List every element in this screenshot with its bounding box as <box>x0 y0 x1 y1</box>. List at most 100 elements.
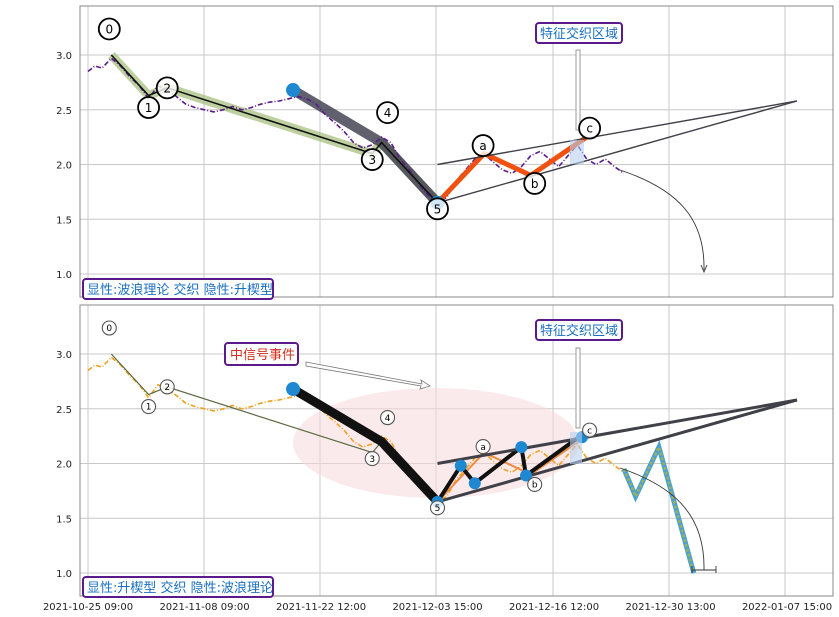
wave-label-circle <box>155 76 179 100</box>
bottom-y-ticks: 1.0 1.5 2.0 2.5 3.0 <box>56 350 72 580</box>
zone-pointer <box>575 49 581 131</box>
x-tick-label: 2021-12-30 13:00 <box>625 602 715 613</box>
bottom-pattern-badge-box <box>82 576 274 598</box>
wedge-upper-line <box>437 398 798 465</box>
x-tick-label: 2022-01-07 15:00 <box>742 602 832 613</box>
zone-marker <box>570 140 584 164</box>
wave-label-circle <box>527 476 543 493</box>
wave-label: 4 <box>385 414 391 424</box>
top-y-ticks: 1.0 1.5 2.0 2.5 3.0 <box>56 51 72 281</box>
x-tick-label: 2021-12-03 15:00 <box>392 602 482 613</box>
bottom-zone-label: 特征交织区域 <box>540 323 618 339</box>
target-bracket <box>691 566 717 573</box>
wave-label-circle <box>97 17 121 41</box>
top-plot-area <box>80 6 833 297</box>
y-tick-label: 1.0 <box>56 270 72 281</box>
wave-label-circle <box>475 438 491 455</box>
top-grid <box>80 6 833 297</box>
y-tick-label: 1.5 <box>56 215 72 226</box>
y-tick-label: 3.0 <box>56 350 72 361</box>
wave-label: 4 <box>384 106 392 120</box>
signal-badge: 中信号事件 <box>224 342 299 366</box>
y-tick-label: 3.0 <box>56 51 72 62</box>
wave-node <box>286 382 301 397</box>
bottom-pattern-badge: 显性:升楔型 交织 隐性:波浪理论 <box>82 576 274 598</box>
y-tick-label: 2.0 <box>56 161 72 172</box>
wave-label: 5 <box>434 202 442 216</box>
top-content: 0 12 3 4 5 a b c <box>87 17 798 274</box>
top-pattern-label: 显性:波浪理论 交织 隐性:升楔型 <box>87 282 273 298</box>
bottom-zone-badge-box <box>535 319 623 341</box>
signal-arrow <box>305 361 431 390</box>
wave-label: 1 <box>145 101 153 115</box>
top-zone-badge-box <box>535 22 623 44</box>
wave-label-circle <box>426 197 449 221</box>
wave-label: 2 <box>163 81 171 95</box>
wave-label-circle <box>471 134 495 157</box>
y-tick-label: 2.5 <box>56 405 72 416</box>
bottom-panel: 1.0 1.5 2.0 2.5 3.0 0 1 2 3 4 5 a b c <box>56 304 834 597</box>
bottom-content: 0 1 2 3 4 5 a b c <box>87 320 798 574</box>
wave-label: 5 <box>435 504 441 514</box>
wave-label-circle <box>582 422 598 438</box>
impulse-wave-line <box>110 54 439 204</box>
wedge-lower-line <box>437 100 798 204</box>
curved-arrow <box>619 467 705 571</box>
wave-label: 0 <box>105 23 113 37</box>
curved-arrow <box>619 169 705 271</box>
correction-wave <box>435 135 589 205</box>
wedge-upper-line <box>437 100 798 166</box>
wedge-lower-line <box>437 398 798 504</box>
wave-label-circle <box>578 116 602 140</box>
x-tick-label: 2021-11-22 12:00 <box>276 602 366 613</box>
price-series <box>87 356 625 503</box>
curved-arrow-head <box>700 264 708 274</box>
top-panel: 1.0 1.5 2.0 2.5 3.0 0 12 3 4 5 a b c <box>56 5 834 298</box>
wave-label-circle <box>380 410 396 426</box>
wave-label-circle <box>364 450 380 467</box>
wave-label-circle <box>360 148 384 171</box>
signal-label: 中信号事件 <box>230 348 295 363</box>
top-zone-label: 特征交织区域 <box>540 26 618 42</box>
wave-label-circle <box>376 101 399 124</box>
zone-pointer <box>575 347 581 429</box>
projection-zigzag-inner <box>622 443 696 574</box>
wave-label-circle <box>141 398 157 415</box>
x-ticks: 2021-10-25 09:00 2021-11-08 09:00 2021-11-… <box>43 602 832 613</box>
wave-label-circle <box>101 320 117 336</box>
bottom-zone-badge: 特征交织区域 <box>535 319 623 341</box>
x-tick-label: 2021-10-25 09:00 <box>43 602 133 613</box>
y-tick-label: 2.0 <box>56 460 72 471</box>
wave-label: a <box>480 443 486 453</box>
y-tick-label: 2.5 <box>56 106 72 117</box>
wave-label: 0 <box>106 324 112 334</box>
top-pattern-badge-box <box>82 278 274 300</box>
x-tick-label: 2021-12-16 12:00 <box>509 602 599 613</box>
top-pattern-badge: 显性:波浪理论 交织 隐性:升楔型 <box>82 278 274 300</box>
wave-node <box>520 469 533 482</box>
wave-node <box>286 83 301 98</box>
zone-marker <box>570 432 582 464</box>
wave-3-thick-line <box>290 385 441 505</box>
y-tick-label: 1.0 <box>56 569 72 580</box>
wave-label: 2 <box>164 383 170 393</box>
signal-badge-box <box>224 342 299 366</box>
wave-node <box>468 477 481 490</box>
bottom-pattern-label: 显性:升楔型 交织 隐性:波浪理论 <box>87 580 273 596</box>
wave-label-circle <box>159 379 175 395</box>
bottom-frame <box>79 304 834 597</box>
y-tick-label: 1.5 <box>56 514 72 525</box>
wave-label-circle <box>137 96 160 119</box>
wave-label: a <box>479 139 486 153</box>
wave-label: 3 <box>368 153 376 167</box>
wave-label: c <box>587 426 592 436</box>
wave-label-circle <box>429 500 446 516</box>
wave-label: 3 <box>369 455 375 465</box>
price-series <box>87 57 625 204</box>
x-tick-label: 2021-11-08 09:00 <box>159 602 249 613</box>
wave-label: b <box>531 177 539 191</box>
top-frame <box>79 5 834 298</box>
wave-label: c <box>586 122 593 136</box>
wave-label: 1 <box>146 403 152 413</box>
